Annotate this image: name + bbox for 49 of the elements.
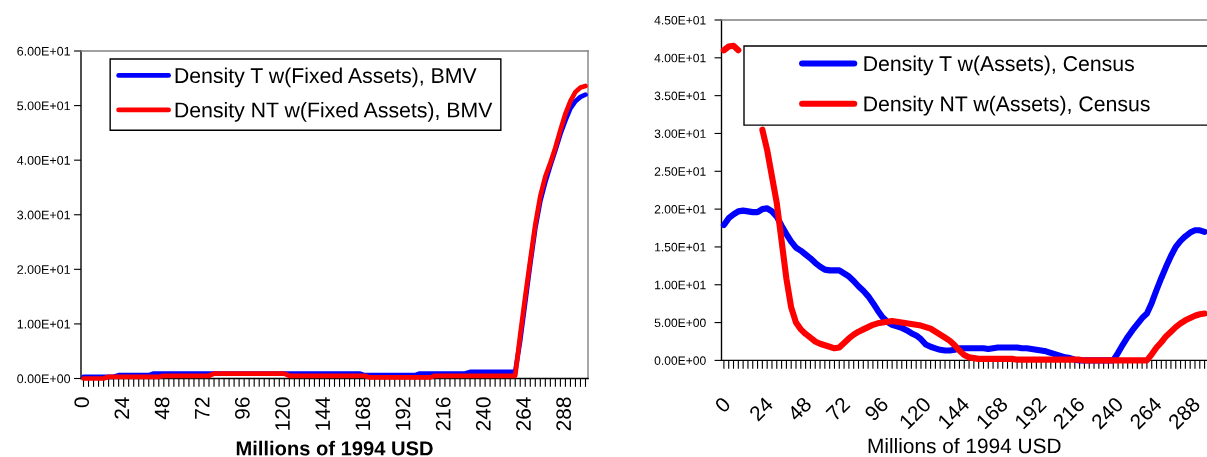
x-tick-label: 168 — [975, 396, 1009, 430]
y-tick-label: 3.00E+01 — [17, 210, 70, 220]
y-tick-label: 4.00E+01 — [17, 155, 70, 165]
legend-label: Density T w(Assets), Census — [864, 55, 1134, 76]
y-tick-label: 0.00E+00 — [17, 374, 71, 384]
y-tick-label: 3.00E+01 — [654, 129, 706, 138]
x-tick-label: 0 — [74, 397, 90, 408]
x-tick-label: 216 — [1051, 396, 1086, 430]
x-tick-label: 240 — [475, 397, 491, 431]
y-tick-label: 1.50E+01 — [655, 242, 706, 252]
x-tick-label: 288 — [1167, 396, 1201, 430]
y-tick-label: 2.00E+01 — [17, 265, 70, 274]
x-axis-title: Millions of 1994 USD — [236, 440, 433, 456]
y-tick-label: 5.00E+01 — [17, 101, 70, 111]
y-tick-label: 1.00E+01 — [655, 280, 706, 290]
x-tick-label: 120 — [275, 397, 290, 430]
x-tick-label: 264 — [1128, 395, 1163, 430]
legend-label: Density NT w(Assets), Census — [864, 95, 1150, 116]
x-tick-label: 48 — [154, 397, 170, 420]
x-tick-label: 216 — [435, 397, 451, 431]
y-tick-label: 6.00E+01 — [17, 46, 70, 56]
x-tick-label: 192 — [395, 397, 411, 430]
x-tick-label: 144 — [937, 396, 971, 430]
y-tick-label: 4.50E+01 — [654, 15, 706, 25]
legend-label: Density NT w(Fixed Assets), BMV — [175, 101, 493, 122]
x-tick-label: 96 — [234, 397, 250, 419]
x-tick-label: 144 — [315, 397, 330, 430]
legend-label: Density T w(Fixed Assets), BMV — [175, 67, 477, 88]
y-tick-label: 3.50E+01 — [654, 91, 706, 101]
y-tick-label: 2.00E+01 — [654, 205, 706, 214]
x-tick-label: 240 — [1090, 396, 1125, 430]
y-tick-label: 5.00E+00 — [654, 318, 706, 328]
x-tick-label: 264 — [516, 397, 531, 431]
x-tick-label: 96 — [863, 396, 890, 422]
x-tick-label: 0 — [713, 396, 732, 414]
y-tick-label: 1.00E+01 — [17, 319, 70, 329]
y-tick-label: 0.00E+00 — [654, 356, 706, 365]
x-tick-label: 72 — [825, 396, 851, 422]
x-tick-label: 120 — [898, 396, 932, 430]
x-tick-label: 288 — [556, 397, 571, 431]
x-tick-label: 72 — [194, 397, 210, 419]
x-tick-label: 24 — [748, 395, 774, 422]
x-tick-label: 168 — [355, 397, 371, 430]
x-tick-label: 192 — [1013, 396, 1048, 430]
x-tick-label: 24 — [114, 397, 130, 419]
y-tick-label: 4.00E+01 — [654, 53, 706, 63]
y-tick-label: 2.50E+01 — [654, 167, 706, 176]
x-tick-label: 48 — [786, 396, 813, 422]
x-axis-title: Millions of 1994 USD — [868, 438, 1061, 454]
